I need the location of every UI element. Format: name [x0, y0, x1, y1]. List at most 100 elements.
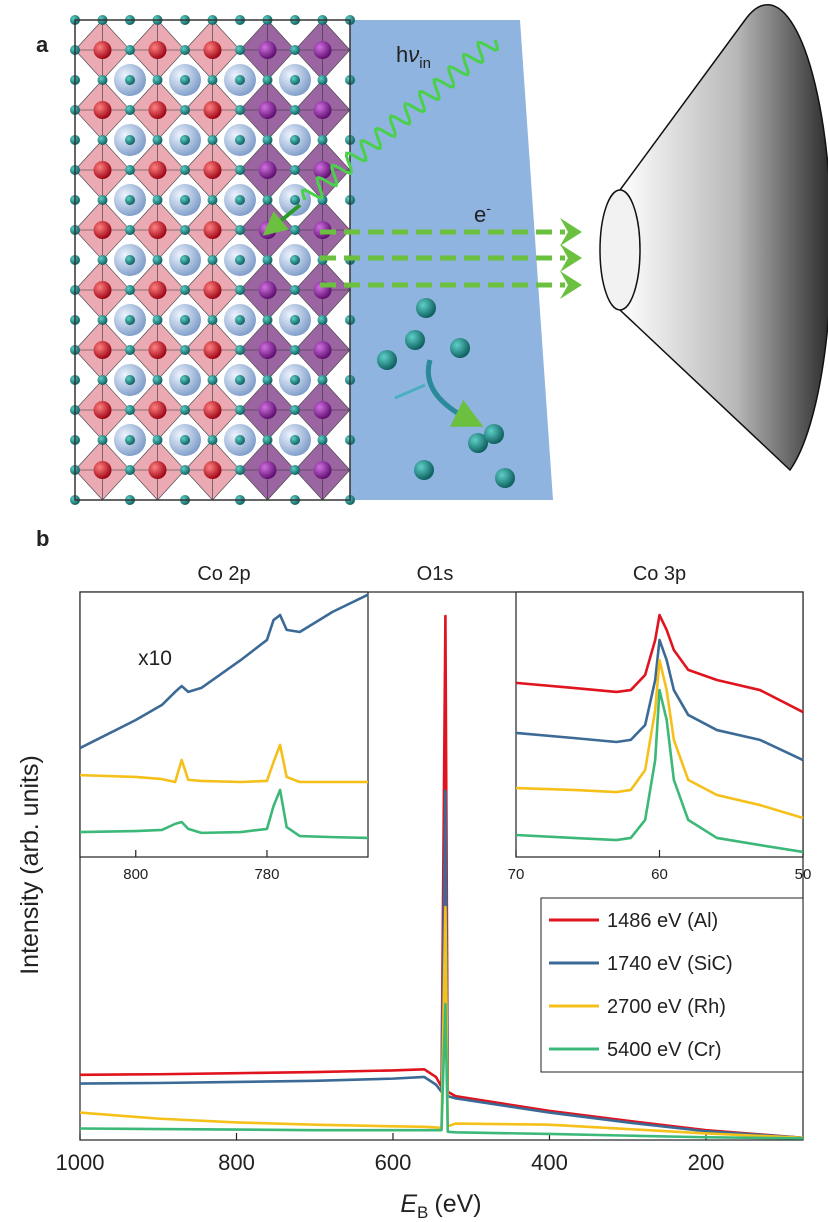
- photon-label: hνin: [396, 42, 431, 72]
- oxygen-atom: [290, 435, 300, 445]
- oxygen-atom: [125, 435, 135, 445]
- x-label-symbol: E: [400, 1190, 417, 1218]
- plot-frame: [79, 591, 804, 1141]
- metal-atom: [313, 101, 332, 119]
- metal-atom: [203, 401, 222, 419]
- annotation: x10: [138, 647, 172, 670]
- oxygen-atom: [235, 375, 245, 385]
- x-tick-label: 60: [651, 866, 668, 883]
- plot-frame: [79, 591, 369, 858]
- lattice: [70, 15, 355, 505]
- molecule: [414, 460, 434, 480]
- metal-atom: [93, 41, 112, 59]
- metal-atom: [93, 401, 112, 419]
- oxygen-atom: [290, 345, 300, 355]
- photon-subscript: in: [419, 55, 431, 72]
- oxygen-atom: [97, 255, 108, 265]
- metal-atom: [313, 41, 332, 59]
- oxygen-atom: [235, 135, 245, 145]
- x-tick-label: 600: [375, 1150, 412, 1175]
- panel-label: a: [36, 32, 49, 57]
- oxygen-atom: [262, 75, 273, 85]
- oxygen-atom: [180, 75, 190, 85]
- spectrum-line: [515, 658, 804, 820]
- metal-atom: [313, 401, 332, 419]
- metal-atom: [313, 461, 332, 479]
- metal-atom: [148, 41, 167, 59]
- x-tick-label: 200: [688, 1150, 725, 1175]
- oxygen-atom: [125, 345, 135, 355]
- molecule: [377, 350, 397, 370]
- oxygen-atom: [290, 135, 300, 145]
- x-tick-label: 50: [795, 866, 812, 883]
- metal-atom: [93, 221, 112, 239]
- oxygen-atom: [180, 225, 190, 235]
- oxygen-atom: [290, 375, 300, 385]
- metal-atom: [148, 161, 167, 179]
- oxygen-atom: [290, 225, 300, 235]
- oxygen-atom: [152, 75, 163, 85]
- oxygen-atom: [180, 45, 190, 55]
- metal-atom: [148, 221, 167, 239]
- oxygen-atom: [180, 195, 190, 205]
- oxygen-atom: [235, 45, 245, 55]
- oxygen-atom: [125, 405, 135, 415]
- oxygen-atom: [180, 105, 190, 115]
- oxygen-atom: [125, 195, 135, 205]
- charts: 1000 800 600 400 200 O1s 1486 eV (Al) 1740 eV (…: [56, 563, 812, 1175]
- legend-label: 2700 eV (Rh): [607, 996, 726, 1018]
- oxygen-atom: [290, 465, 300, 475]
- oxygen-atom: [235, 315, 245, 325]
- oxygen-atom: [317, 375, 328, 385]
- oxygen-atom: [152, 195, 163, 205]
- oxygen-atom: [180, 135, 190, 145]
- oxygen-atom: [235, 75, 245, 85]
- metal-atom: [313, 161, 332, 179]
- electron-base: e: [474, 202, 486, 227]
- electron-superscript: -: [486, 200, 491, 216]
- oxygen-atom: [262, 195, 273, 205]
- oxygen-atom: [262, 255, 273, 265]
- oxygen-atom: [262, 375, 273, 385]
- oxygen-atom: [262, 315, 273, 325]
- beam-head: [560, 244, 582, 272]
- oxygen-atom: [235, 435, 245, 445]
- beam-head: [560, 271, 582, 299]
- beam-heads: [560, 218, 582, 299]
- metal-atom: [203, 101, 222, 119]
- oxygen-atom: [207, 375, 218, 385]
- oxygen-atom: [207, 435, 218, 445]
- photon-base: h: [396, 42, 408, 67]
- molecule: [405, 330, 425, 350]
- oxygen-atom: [152, 375, 163, 385]
- oxygen-atom: [235, 345, 245, 355]
- oxygen-atom: [290, 285, 300, 295]
- metal-atom: [93, 461, 112, 479]
- panel-label: b: [36, 526, 49, 551]
- oxygen-atom: [125, 255, 135, 265]
- molecule: [495, 468, 515, 488]
- legend-label: 1486 eV (Al): [607, 910, 718, 932]
- photon-symbol: ν: [408, 42, 419, 67]
- annotation: O1s: [417, 563, 454, 585]
- metal-atom: [258, 221, 277, 239]
- metal-atom: [258, 161, 277, 179]
- oxygen-atom: [180, 285, 190, 295]
- oxygen-atom: [262, 435, 273, 445]
- electron-label: e-: [474, 200, 491, 227]
- oxygen-atom: [290, 315, 300, 325]
- metal-atom: [93, 101, 112, 119]
- oxygen-atom: [125, 465, 135, 475]
- oxygen-atom: [97, 195, 108, 205]
- oxygen-atom: [180, 405, 190, 415]
- oxygen-atom: [180, 345, 190, 355]
- metal-atom: [203, 341, 222, 359]
- oxygen-atom: [125, 75, 135, 85]
- metal-atom: [203, 461, 222, 479]
- oxygen-atom: [207, 135, 218, 145]
- plot-frame: [515, 591, 804, 858]
- reaction-arrow: [394, 383, 426, 400]
- molecules: [377, 298, 515, 488]
- oxygen-atom: [235, 285, 245, 295]
